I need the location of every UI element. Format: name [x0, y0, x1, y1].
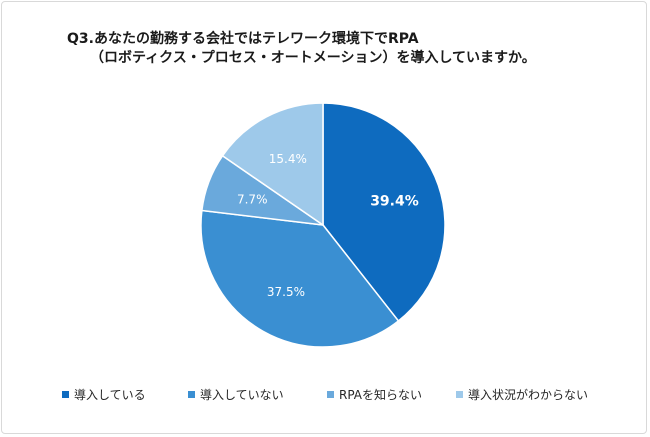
- pie-slice-3: [221, 102, 324, 227]
- legend-item-3: 導入状況がわからない: [456, 386, 588, 403]
- legend-item-1: 導入していない: [188, 386, 284, 403]
- legend-item-2: RPAを知らない: [327, 386, 422, 403]
- pie-data-label-1: 37.5%: [267, 285, 305, 299]
- legend-label-1: 導入していない: [200, 388, 284, 402]
- chart-legend: 導入している 導入していない RPAを知らない 導入状況がわからない: [0, 386, 650, 406]
- pie-slice-1: [200, 209, 400, 348]
- legend-label-3: 導入状況がわからない: [468, 388, 589, 402]
- chart-title-line1: Q3.あなたの勤務する会社ではテレワーク環境下でRPA: [67, 31, 419, 47]
- pie-data-label-3: 15.4%: [269, 152, 307, 166]
- chart-title-line2: （ロボティクス・プロセス・オートメーション）を導入していますか。: [90, 50, 536, 66]
- legend-swatch-0: [62, 391, 69, 398]
- pie-data-label-2: 7.7%: [237, 192, 268, 206]
- legend-item-0: 導入している: [62, 386, 146, 403]
- pie-data-label-0: 39.4%: [370, 193, 419, 209]
- pie-slice-0: [322, 102, 446, 322]
- legend-swatch-1: [188, 391, 195, 398]
- legend-label-2: RPAを知らない: [339, 388, 423, 402]
- legend-label-0: 導入している: [74, 388, 146, 402]
- legend-swatch-2: [327, 391, 334, 398]
- legend-swatch-3: [456, 391, 463, 398]
